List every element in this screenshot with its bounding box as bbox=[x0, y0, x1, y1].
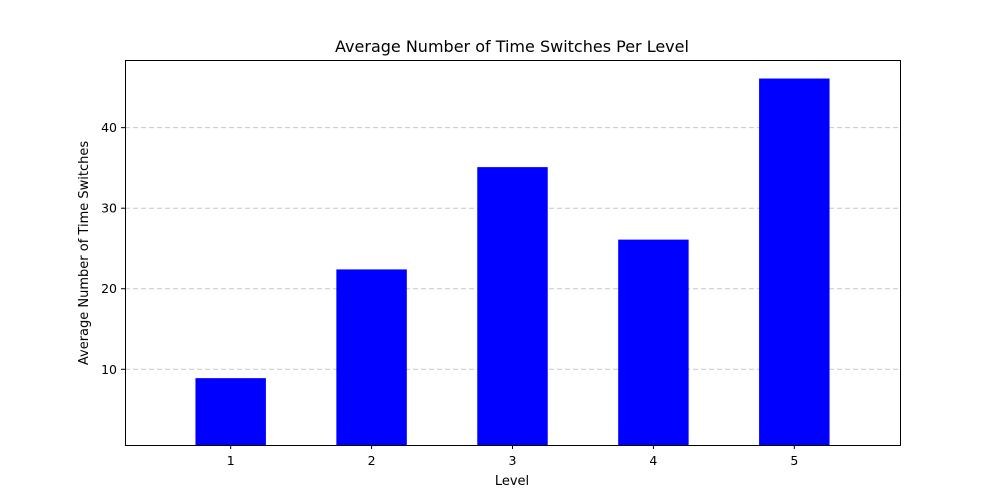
x-tick-label: 2 bbox=[368, 453, 376, 468]
x-tick-label: 4 bbox=[649, 453, 657, 468]
y-tick-label: 20 bbox=[101, 281, 117, 296]
y-tick-label: 30 bbox=[101, 201, 117, 216]
bars bbox=[195, 78, 830, 446]
bar-level-5 bbox=[759, 78, 830, 445]
y-axis-ticks: 10 20 30 40 bbox=[101, 120, 125, 377]
x-axis-label: Level bbox=[495, 474, 529, 489]
bar-level-4 bbox=[618, 239, 689, 445]
y-tick-label: 10 bbox=[101, 362, 117, 377]
x-tick-label: 3 bbox=[509, 453, 517, 468]
x-axis-ticks: 1 2 3 4 5 bbox=[227, 445, 798, 468]
bar-level-1 bbox=[195, 378, 266, 445]
chart-title: Average Number of Time Switches Per Leve… bbox=[335, 37, 689, 56]
y-tick-label: 40 bbox=[101, 120, 117, 135]
bar-level-2 bbox=[336, 269, 407, 445]
y-axis-label: Average Number of Time Switches bbox=[77, 141, 92, 365]
x-tick-label: 1 bbox=[227, 453, 235, 468]
bar-level-3 bbox=[477, 167, 548, 446]
x-tick-label: 5 bbox=[790, 453, 798, 468]
